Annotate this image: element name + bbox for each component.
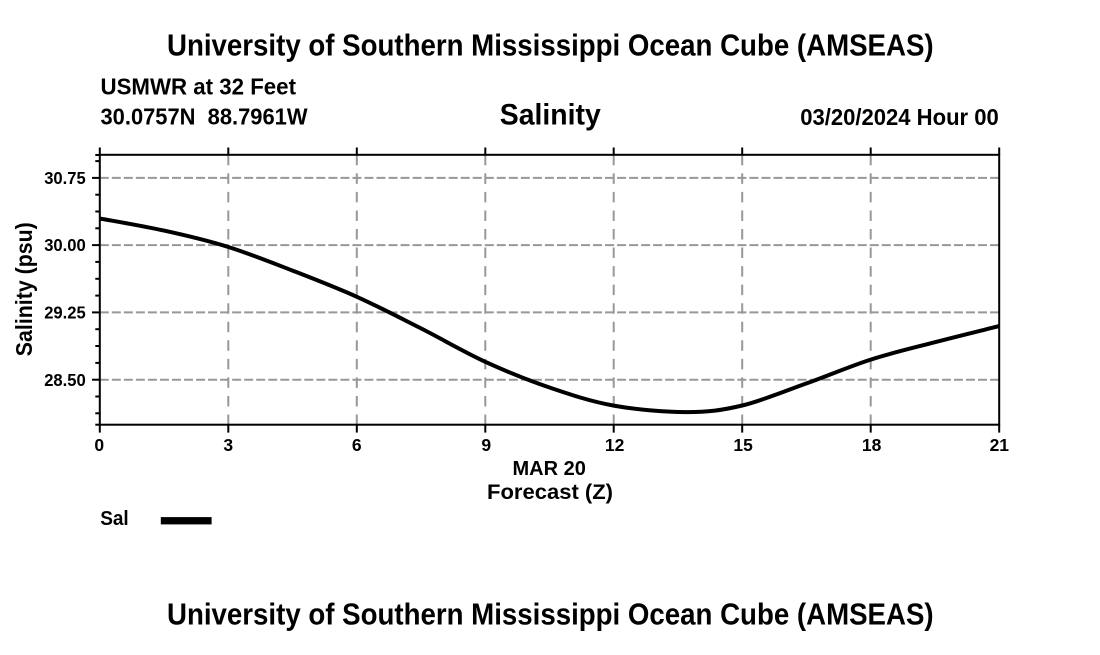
svg-text:3: 3 [223, 435, 233, 455]
svg-text:Sal: Sal [100, 508, 129, 530]
svg-text:MAR 20: MAR 20 [513, 458, 586, 480]
svg-text:USMWR at 32 Feet: USMWR at 32 Feet [101, 74, 297, 100]
svg-text:9: 9 [481, 435, 491, 455]
svg-text:University of Southern Mississ: University of Southern Mississippi Ocean… [167, 28, 934, 63]
svg-text:Forecast (Z): Forecast (Z) [487, 481, 613, 504]
svg-text:18: 18 [862, 435, 882, 455]
svg-text:15: 15 [733, 435, 753, 455]
svg-text:30.00: 30.00 [44, 235, 86, 255]
svg-text:Salinity: Salinity [500, 99, 601, 132]
svg-text:29.25: 29.25 [44, 303, 86, 323]
svg-text:Salinity (psu): Salinity (psu) [11, 222, 37, 356]
svg-text:University of Southern Mississ: University of Southern Mississippi Ocean… [167, 596, 934, 631]
svg-text:30.0757N 88.7961W: 30.0757N 88.7961W [101, 103, 309, 129]
svg-text:28.50: 28.50 [44, 370, 86, 390]
svg-text:03/20/2024 Hour 00: 03/20/2024 Hour 00 [800, 104, 999, 130]
svg-text:21: 21 [990, 435, 1010, 455]
svg-text:30.75: 30.75 [44, 168, 86, 188]
svg-text:0: 0 [94, 435, 104, 455]
svg-text:12: 12 [605, 435, 625, 455]
svg-text:6: 6 [352, 435, 362, 455]
